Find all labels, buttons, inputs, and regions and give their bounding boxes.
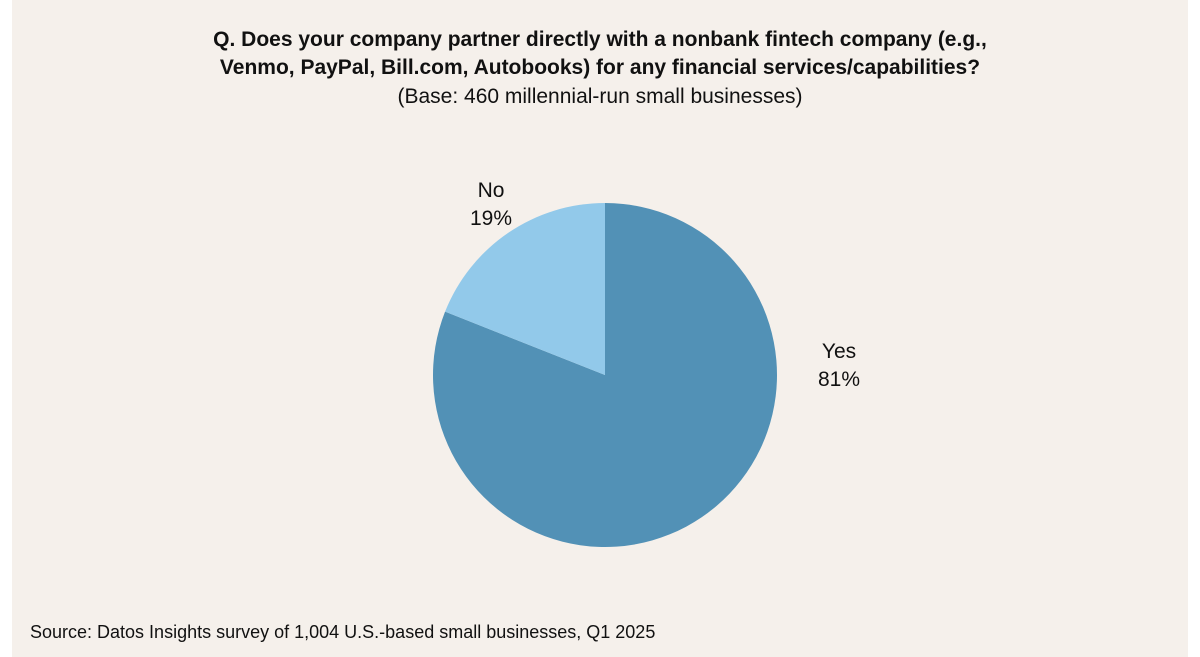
pie-labels: Yes 81% No 19% (470, 179, 860, 391)
pie-slice-yes (432, 203, 777, 547)
slice-label-no: No (478, 179, 505, 202)
chart-title-line-2: Venmo, PayPal, Bill.com, Autobooks) for … (219, 56, 981, 79)
chart-panel: Q. Does your company partner directly wi… (12, 0, 1188, 657)
pie-slices (432, 203, 777, 547)
pie-chart: Yes 81% No 19% (432, 179, 860, 547)
slice-label-yes: Yes (822, 340, 856, 363)
source-note: Source: Datos Insights survey of 1,004 U… (30, 622, 656, 642)
slice-value-label-no: 19% (470, 207, 512, 230)
pie-slice-no (445, 203, 605, 375)
slice-value-label-yes: 81% (818, 368, 860, 391)
chart-title-line-1: Q. Does your company partner directly wi… (213, 28, 987, 51)
chart-subtitle: (Base: 460 millennial-run small business… (397, 85, 803, 108)
